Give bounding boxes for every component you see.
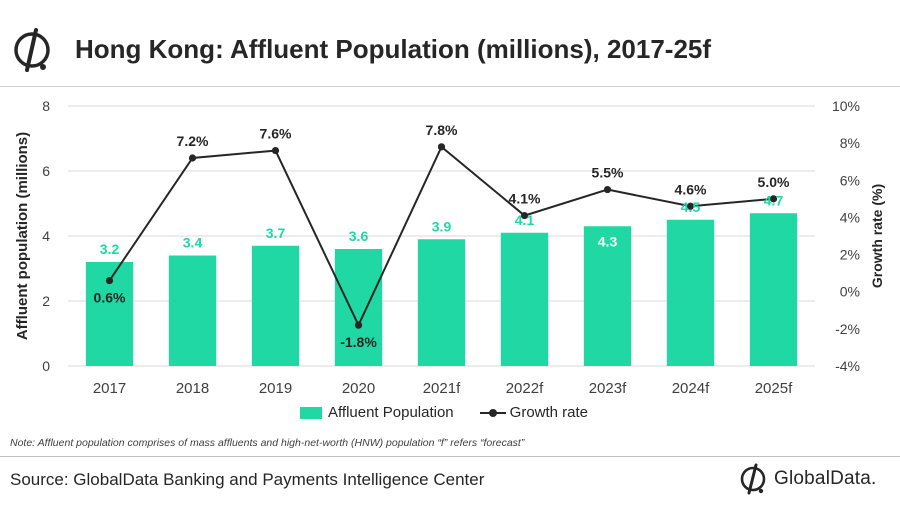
y2-tick-label: 4%: [840, 209, 860, 225]
globaldata-mark-icon: [740, 463, 766, 495]
growth-value-label: 5.0%: [758, 174, 790, 190]
chart-note: Note: Affluent population comprises of m…: [10, 437, 525, 449]
footer-divider: [0, 456, 900, 457]
y-tick-label: 4: [42, 228, 50, 244]
y2-tick-label: 0%: [840, 284, 860, 300]
growth-value-label: -1.8%: [340, 334, 377, 350]
bar: [168, 255, 217, 366]
x-tick-label: 2023f: [589, 380, 627, 397]
legend-label-bar: Affluent Population: [328, 404, 454, 421]
y2-tick-label: 10%: [832, 98, 860, 114]
y2-tick-label: 2%: [840, 247, 860, 263]
legend-label-line: Growth rate: [509, 404, 589, 421]
bar: [334, 249, 383, 366]
growth-value-label: 4.1%: [509, 191, 541, 207]
bar-value-label: 4.7: [764, 192, 784, 208]
chart-legend: Affluent Population Growth rate: [300, 404, 588, 421]
y-tick-label: 6: [42, 163, 50, 179]
bar-value-label: 3.7: [266, 225, 286, 241]
title-divider: [0, 86, 900, 87]
growth-marker: [686, 202, 695, 210]
bar-value-label: 4.5: [681, 199, 701, 215]
y-tick-label: 2: [42, 293, 50, 309]
growth-marker: [769, 195, 778, 203]
growth-value-label: 7.2%: [177, 133, 209, 149]
x-tick-label: 2019: [259, 380, 292, 397]
y2-tick-label: 8%: [840, 135, 860, 151]
y2-tick-label: -2%: [835, 321, 860, 337]
growth-marker: [603, 185, 612, 194]
bar-value-label: 3.2: [100, 241, 120, 257]
brand-logo: GlobalData.: [738, 462, 877, 496]
growth-value-label: 0.6%: [94, 290, 126, 306]
bar: [251, 245, 300, 366]
bar-value-label: 4.3: [598, 233, 618, 249]
x-tick-label: 2021f: [423, 380, 461, 397]
growth-marker: [437, 143, 446, 151]
x-tick-label: 2018: [176, 380, 209, 397]
source-text: Source: GlobalData Banking and Payments …: [10, 470, 485, 489]
bar-value-label: 4.1: [515, 212, 535, 228]
bar: [500, 232, 549, 366]
page-title: Hong Kong: Affluent Population (millions…: [75, 34, 712, 64]
y-tick-label: 8: [42, 98, 50, 114]
y-axis-title: Affluent population (millions): [14, 132, 31, 340]
y-tick-label: 0: [42, 358, 50, 374]
x-tick-label: 2022f: [506, 380, 544, 397]
growth-marker: [520, 211, 529, 220]
y2-tick-label: -4%: [835, 358, 860, 374]
x-tick-label: 2020: [342, 380, 375, 397]
bar: [583, 226, 632, 366]
growth-marker: [188, 154, 197, 162]
legend-swatch-line: [479, 407, 506, 419]
bar-value-label: 3.4: [183, 235, 203, 251]
growth-marker: [271, 146, 280, 155]
bar: [666, 219, 715, 366]
bar: [749, 213, 798, 366]
legend-swatch-bar: [300, 406, 322, 419]
x-tick-label: 2025f: [755, 380, 793, 397]
y2-axis-title: Growth rate (%): [869, 184, 885, 288]
growth-value-label: 5.5%: [592, 165, 624, 181]
growth-value-label: 7.6%: [260, 126, 292, 142]
growth-value-label: 7.8%: [426, 122, 458, 138]
growth-value-label: 4.6%: [675, 181, 707, 197]
bar: [417, 239, 466, 366]
globaldata-logo-icon: [14, 28, 50, 72]
x-tick-label: 2024f: [672, 380, 710, 397]
x-tick-label: 2017: [93, 380, 126, 397]
growth-marker: [105, 276, 114, 285]
bar-value-label: 3.6: [349, 228, 369, 244]
brand-name: GlobalData.: [774, 468, 877, 489]
bar-value-label: 3.9: [432, 218, 452, 234]
y2-tick-label: 6%: [840, 172, 860, 188]
combo-chart: 0 2 4 6 8 -4% -2% 0% 2% 4% 6% 8% 10% Affluent populat…: [14, 98, 885, 397]
growth-marker: [354, 321, 363, 329]
